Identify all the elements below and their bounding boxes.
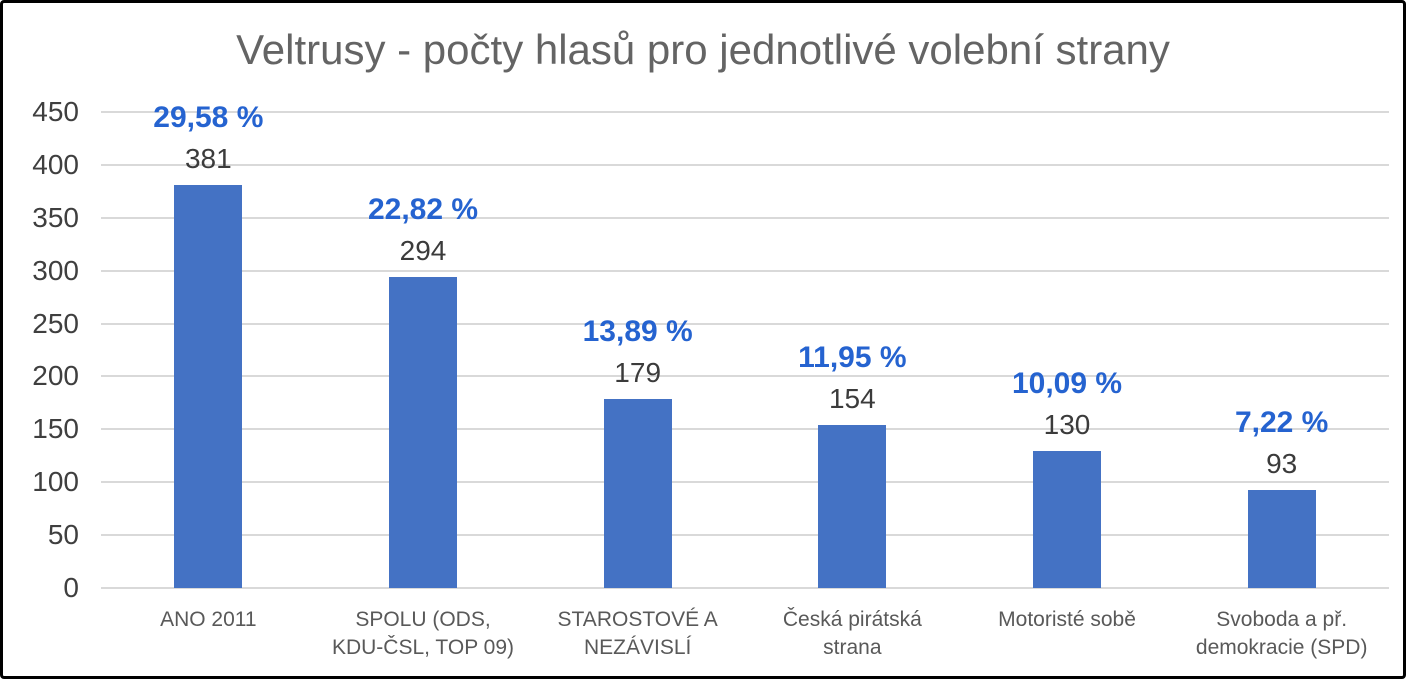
x-axis-category-label: ANO 2011 (160, 608, 257, 631)
y-axis-tick-label: 150 (32, 413, 79, 445)
gridline (101, 428, 1389, 431)
bar-percent-label: 10,09 % (1011, 366, 1123, 400)
gridline (101, 587, 1389, 589)
bar-count-label: 130 (1043, 408, 1091, 440)
y-axis-tick-label: 100 (32, 466, 79, 498)
gridline (101, 163, 1389, 166)
plot-area: 381 29,58 % 294 22,82 % 179 13,89 % 154 11,95 %… (101, 103, 1389, 589)
x-axis-category-cell: SPOLU (ODS, KDU-ČSL, TOP 09) (316, 606, 531, 663)
gridline (101, 534, 1389, 537)
bar (389, 277, 457, 588)
x-axis: ANO 2011 SPOLU (ODS, KDU-ČSL, TOP 09) STAR… (101, 606, 1389, 663)
x-axis-category-cell: Motoristé sobě (960, 606, 1175, 663)
bar (1033, 450, 1101, 588)
x-axis-category-cell: Česká pirátská strana (745, 606, 960, 663)
y-axis-tick-label: 450 (32, 96, 79, 127)
y-axis-tick-label: 350 (32, 201, 79, 233)
bar-percent-label: 29,58 % (153, 101, 264, 134)
y-axis-tick-label: 250 (32, 307, 79, 339)
bar-count-label: 154 (828, 383, 876, 415)
bar-count-label: 179 (614, 356, 662, 388)
x-axis-category-label: Česká pirátská strana (782, 608, 922, 660)
x-axis-category-label: Svoboda a př. demokracie (SPD) (1195, 608, 1368, 660)
x-axis-category-label: SPOLU (ODS, KDU-ČSL, TOP 09) (331, 608, 515, 660)
chart-title: Veltrusy - počty hlasů pro jednotlivé vo… (236, 26, 1170, 73)
gridline (101, 481, 1389, 484)
gridline (101, 375, 1389, 378)
gridline (101, 269, 1389, 272)
bar (174, 185, 243, 588)
y-axis-tick-label: 200 (32, 360, 79, 392)
bar-count-label: 294 (399, 235, 447, 267)
x-axis-category-cell: STAROSTOVÉ A NEZÁVISLÍ (530, 606, 745, 663)
bar-percent-label: 22,82 % (367, 193, 479, 227)
bar (603, 398, 672, 588)
gridline (101, 322, 1389, 325)
y-axis-tick-label: 50 (47, 519, 79, 551)
y-axis-tick-label: 300 (32, 254, 79, 286)
y-axis-tick-label: 400 (32, 148, 79, 180)
gridline (101, 216, 1389, 219)
bar-percent-label: 11,95 % (798, 341, 907, 375)
bar-percent-label: 13,89 % (582, 314, 693, 348)
x-axis-category-label: Motoristé sobě (998, 608, 1136, 631)
bar (1247, 489, 1316, 588)
bar-percent-label: 7,22 % (1234, 405, 1329, 439)
bar (818, 425, 887, 588)
gridline (101, 111, 1389, 113)
y-axis: 0 50 100 150 200 250 300 350 400 450 (3, 96, 83, 603)
bar-count-label: 381 (184, 143, 232, 174)
x-axis-category-cell: Svoboda a př. demokracie (SPD) (1174, 606, 1389, 663)
bar-count-label: 93 (1266, 447, 1298, 479)
y-axis-tick-label: 0 (63, 572, 79, 603)
x-axis-category-cell: ANO 2011 (101, 606, 316, 663)
x-axis-category-label: STAROSTOVÉ A NEZÁVISLÍ (557, 608, 718, 660)
